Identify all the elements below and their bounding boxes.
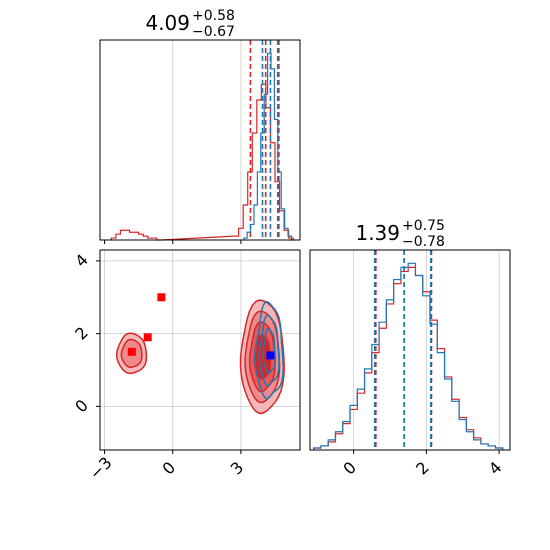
right-title: 1.39 +0.75−0.78 xyxy=(355,218,444,250)
right-xtick-label: 0 xyxy=(339,458,360,479)
red-marker xyxy=(157,293,166,302)
top-axes-frame xyxy=(99,39,301,241)
right-title-plus: +0.75 xyxy=(402,218,445,234)
contour-xtick-label: −3 xyxy=(86,453,116,483)
contour-xtick-label: 0 xyxy=(159,458,180,479)
top-title-value: 4.09 xyxy=(145,11,190,35)
red-marker xyxy=(143,333,152,342)
contour-xtick-label: 3 xyxy=(227,458,248,479)
contour-axes-frame xyxy=(99,249,301,451)
top-title: 4.09 +0.58−0.67 xyxy=(145,8,234,40)
contour-ytick-label: 0 xyxy=(71,396,92,417)
blue-marker xyxy=(266,351,275,360)
right-xtick-label: 4 xyxy=(485,458,506,479)
right-xtick-label: 2 xyxy=(412,458,433,479)
top-title-plus: +0.58 xyxy=(192,8,235,24)
contour-blue-level-2 xyxy=(258,314,280,387)
right-hist-blue xyxy=(313,262,504,450)
contour-blue-level-1 xyxy=(254,300,285,400)
contour-ytick-label: 2 xyxy=(71,323,92,344)
red-marker xyxy=(127,347,136,356)
right-title-value: 1.39 xyxy=(355,221,400,245)
top-hist-red xyxy=(110,83,294,241)
right-axes-frame xyxy=(309,249,511,451)
top-title-minus: −0.67 xyxy=(192,24,235,40)
right-hist-red xyxy=(313,266,504,450)
right-title-minus: −0.78 xyxy=(402,234,445,250)
top-hist-blue xyxy=(243,52,295,241)
contour-blue-level-3 xyxy=(262,327,277,375)
contour-ytick-label: 4 xyxy=(71,250,92,271)
